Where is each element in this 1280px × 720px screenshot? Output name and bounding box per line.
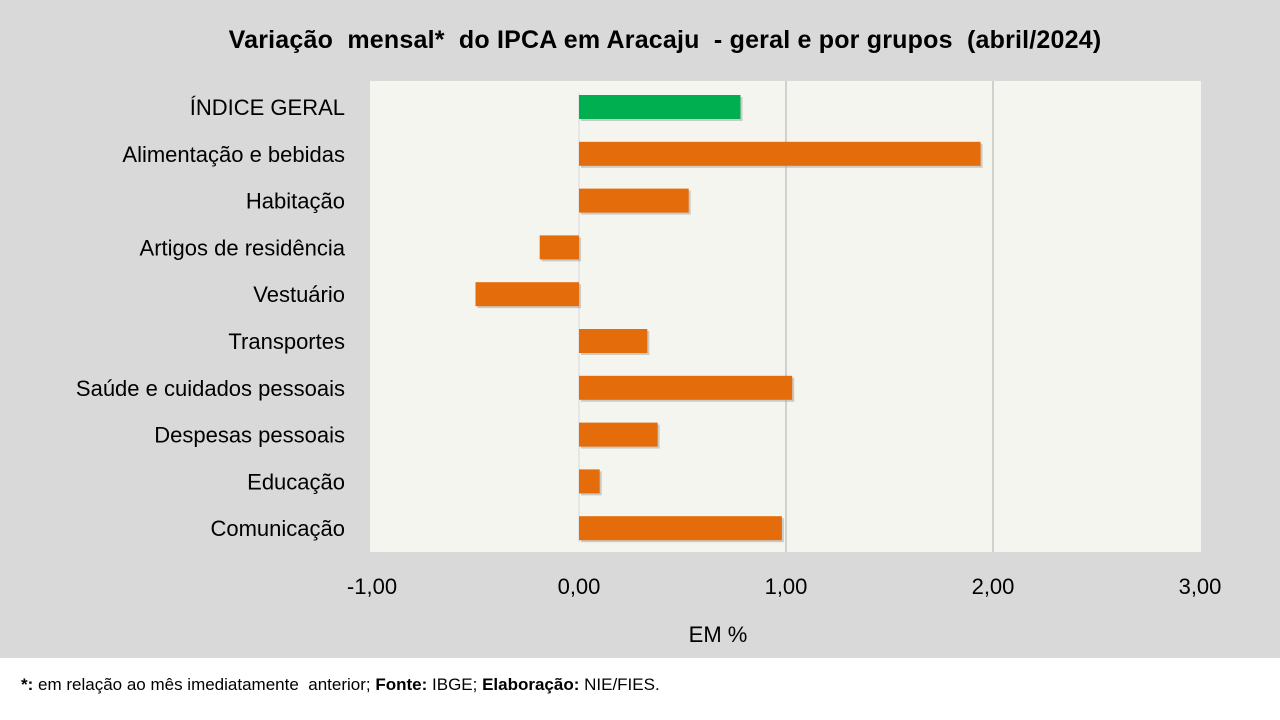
footnote-relation: em relação ao mês imediatamente anterior…: [33, 675, 376, 694]
x-tick-label: 0,00: [558, 574, 601, 599]
bars: [475, 95, 983, 543]
x-tick-label: 3,00: [1179, 574, 1222, 599]
x-tick-labels: -1,00 0,00 1,00 2,00 3,00: [347, 574, 1221, 599]
bar: [579, 375, 793, 400]
category-label: Habitação: [246, 189, 345, 214]
bar: [539, 235, 579, 260]
category-label: Saúde e cuidados pessoais: [76, 376, 345, 401]
bar: [579, 469, 600, 494]
footnote-credit-label: Elaboração:: [482, 675, 580, 694]
footnote-star: *:: [21, 675, 34, 694]
chart-title: Variação mensal* do IPCA em Aracaju - ge…: [228, 26, 1102, 54]
category-labels: ÍNDICE GERAL Alimentação e bebidas Habitaç…: [76, 95, 346, 541]
footnote-credit-value: NIE/FIES.: [579, 675, 660, 694]
category-label: Artigos de residência: [140, 235, 346, 260]
bar: [579, 95, 741, 119]
bar-group: [475, 282, 581, 309]
bar: [579, 141, 981, 166]
x-tick-label: 1,00: [765, 574, 808, 599]
bar-group: [539, 235, 581, 262]
bar-group: [579, 95, 743, 121]
category-label: Alimentação e bebidas: [122, 142, 345, 167]
bar: [579, 422, 658, 447]
bar-group: [579, 375, 795, 402]
category-label: ÍNDICE GERAL: [190, 95, 345, 120]
category-label: Vestuário: [253, 282, 345, 307]
bar: [579, 516, 782, 541]
category-label: Comunicação: [210, 516, 345, 541]
bar-chart: ÍNDICE GERAL Alimentação e bebidas Habitaç…: [76, 81, 1221, 647]
footnote-source-value: IBGE;: [427, 675, 483, 694]
x-tick-label: -1,00: [347, 574, 397, 599]
bar: [475, 282, 579, 307]
bar: [579, 329, 648, 353]
category-label: Transportes: [228, 329, 345, 354]
bar-group: [579, 516, 784, 543]
category-label: Educação: [247, 469, 345, 494]
bar-group: [579, 141, 983, 168]
bar-group: [579, 188, 691, 215]
x-tick-label: 2,00: [972, 574, 1015, 599]
bar: [579, 188, 689, 213]
footnote: *: em relação ao mês imediatamente anter…: [21, 675, 660, 695]
x-axis-title: EM %: [689, 622, 748, 647]
footnote-source-label: Fonte:: [375, 675, 428, 694]
category-label: Despesas pessoais: [154, 423, 345, 448]
bar-group: [579, 422, 660, 449]
bar-group: [579, 329, 650, 355]
bar-group: [579, 469, 602, 496]
